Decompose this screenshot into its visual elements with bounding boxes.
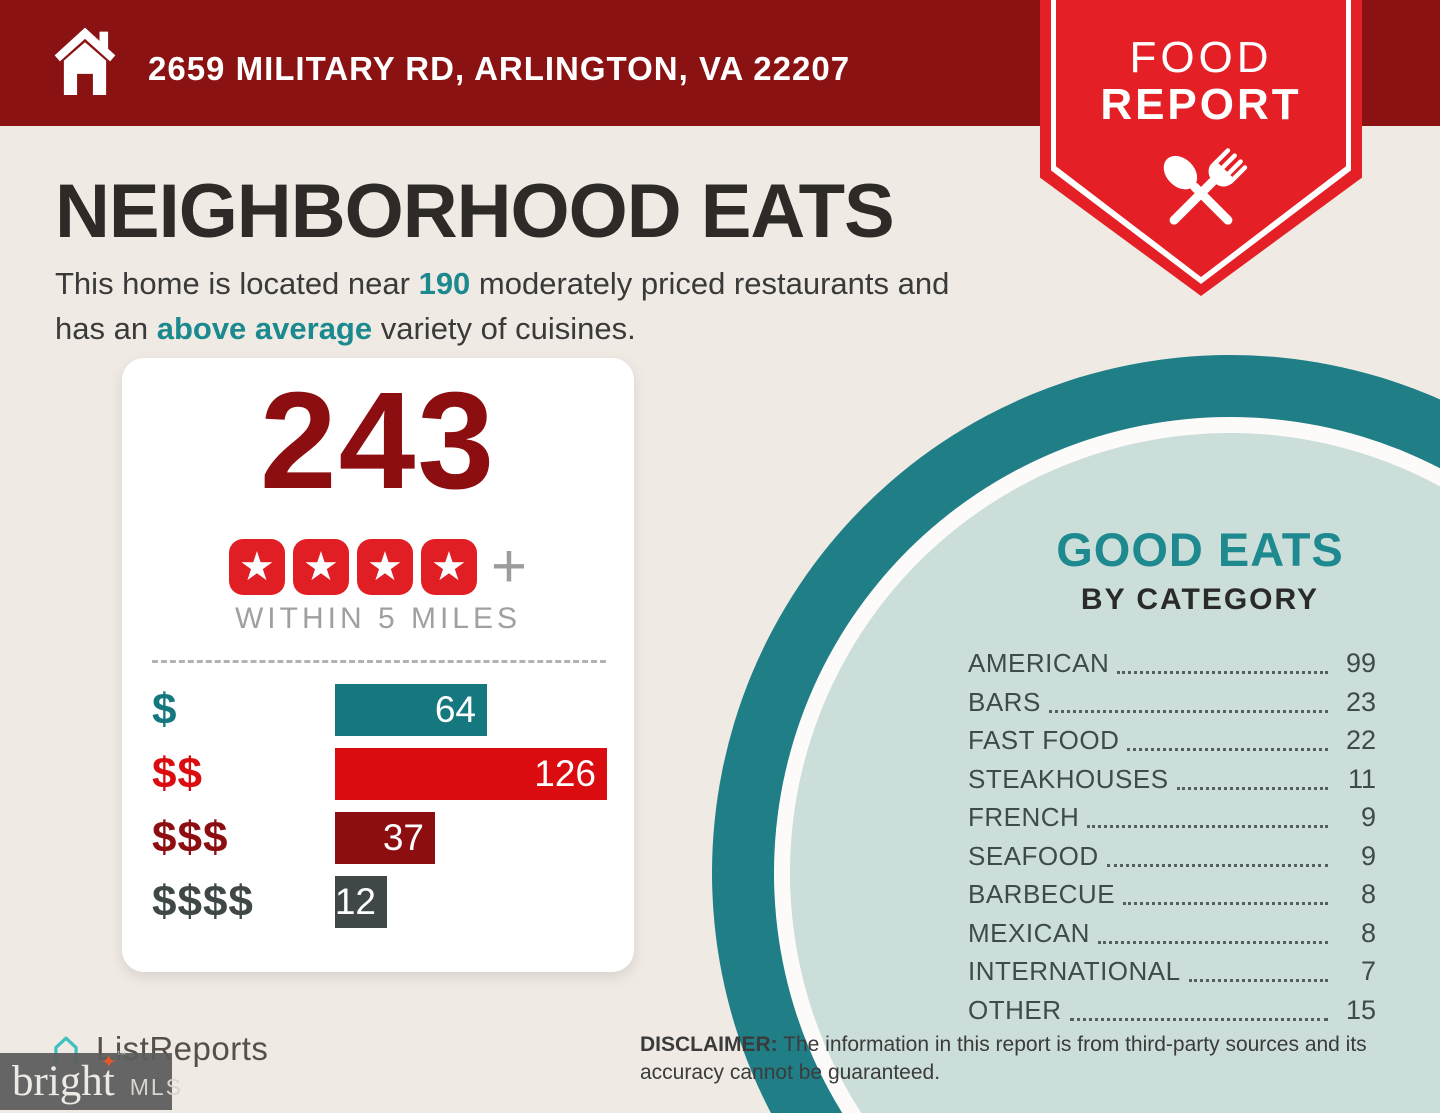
good-eats-section: GOOD EATS BY CATEGORY AMERICAN 99 BARS 23 FA… xyxy=(950,522,1440,1034)
price-tier-bar-chart: $64 $$ 126 $$$ 37 $$$$ 12 xyxy=(152,684,610,940)
trademark-symbol: ™ xyxy=(116,1049,126,1059)
dotted-leader xyxy=(1127,748,1328,751)
star-rating: ★ ★ ★ ★ + xyxy=(122,536,634,598)
category-row: FRENCH 9 xyxy=(968,802,1376,833)
dotted-leader xyxy=(1106,863,1328,867)
disclaimer: DISCLAIMER: The information in this repo… xyxy=(640,1031,1410,1088)
listreports-house-icon xyxy=(54,1036,78,1065)
dotted-leader xyxy=(1117,671,1328,674)
good-eats-title: GOOD EATS xyxy=(1056,523,1344,576)
category-value: 99 xyxy=(1345,648,1376,678)
bar: 64 xyxy=(335,684,487,736)
bar-row: $$$ 37 xyxy=(152,812,610,864)
subtitle-text: This home is located near xyxy=(55,266,419,301)
category-list: AMERICAN 99 BARS 23 FAST FOOD 22 STEAKHOUSES 11… xyxy=(968,648,1376,1026)
restaurant-count-highlight: 190 xyxy=(418,266,471,301)
category-label: OTHER xyxy=(968,994,1062,1025)
price-tier-label: $$ xyxy=(152,749,203,798)
category-label: BARS xyxy=(968,686,1041,717)
category-row: OTHER 15 xyxy=(968,994,1376,1026)
category-value: 15 xyxy=(1345,994,1376,1025)
dotted-leader xyxy=(1188,979,1328,982)
good-eats-subtitle: BY CATEGORY xyxy=(1080,583,1320,616)
category-row: STEAKHOUSES 11 xyxy=(968,763,1376,795)
page-title: NEIGHBORHOOD EATS xyxy=(55,169,895,254)
plus-icon: + xyxy=(490,532,528,601)
dashed-divider xyxy=(152,660,606,663)
restaurant-stats-card: 243 ★ ★ ★ ★ + WITHIN 5 MILES $64 $$ 126 $$$ 37 $$… xyxy=(122,358,634,972)
category-row: AMERICAN 99 xyxy=(968,648,1376,679)
category-label: STEAKHOUSES xyxy=(968,763,1169,794)
crossed-spoon-fork-icon xyxy=(1163,148,1248,225)
category-row: BARBECUE 8 xyxy=(968,879,1376,910)
dotted-leader xyxy=(1123,902,1328,905)
star-icon: ★ xyxy=(420,539,477,595)
bar: 37 xyxy=(335,812,435,864)
category-label: MEXICAN xyxy=(968,917,1090,948)
category-label: AMERICAN xyxy=(968,648,1110,678)
category-row: BARS 23 xyxy=(968,686,1376,718)
price-tier-label: $$$ xyxy=(152,813,229,862)
category-value: 11 xyxy=(1347,763,1376,794)
price-tier-label: $ xyxy=(152,685,178,734)
dotted-leader xyxy=(1087,825,1328,828)
bar-row: $$ 126 xyxy=(152,748,610,800)
badge-title-line2: REPORT xyxy=(1100,80,1302,129)
category-value: 8 xyxy=(1360,917,1376,948)
category-label: BARBECUE xyxy=(968,879,1116,909)
bright-mls-logo: bright ✦ ™ MLS xyxy=(0,1050,181,1110)
category-label: FAST FOOD xyxy=(968,725,1120,755)
bar-row: $64 xyxy=(152,684,610,736)
category-value: 22 xyxy=(1345,725,1376,755)
category-value: 9 xyxy=(1360,840,1376,871)
category-row: FAST FOOD 22 xyxy=(968,725,1376,756)
category-label: FRENCH xyxy=(968,802,1080,832)
star-icon: ★ xyxy=(228,539,285,595)
star-icon: ★ xyxy=(356,539,413,595)
subtitle-text: moderately priced restaurants and has an xyxy=(55,266,950,346)
category-label: SEAFOOD xyxy=(968,840,1099,871)
bar: 12 xyxy=(335,876,387,928)
dotted-leader xyxy=(1069,1017,1328,1021)
category-row: INTERNATIONAL 7 xyxy=(968,956,1376,987)
bar-row: $$$$ 12 xyxy=(152,876,610,928)
category-label: INTERNATIONAL xyxy=(968,956,1181,986)
variety-highlight: above average xyxy=(156,310,373,346)
bright-star-icon: ✦ xyxy=(100,1052,117,1073)
mls-text: MLS xyxy=(129,1074,184,1100)
category-row: MEXICAN 8 xyxy=(968,917,1376,949)
bar: 126 xyxy=(335,748,607,800)
price-tier-label: $$$$ xyxy=(152,877,254,926)
summary-sentence: This home is located near 190 moderately… xyxy=(55,262,1005,352)
bright-text: bright xyxy=(12,1058,115,1105)
category-value: 23 xyxy=(1345,686,1376,717)
home-icon xyxy=(54,27,116,95)
dotted-leader xyxy=(1176,786,1328,790)
category-value: 8 xyxy=(1360,879,1376,909)
radius-caption: WITHIN 5 MILES xyxy=(234,602,522,635)
subtitle-text: variety of cuisines. xyxy=(372,310,636,346)
property-address: 2659 MILITARY RD, ARLINGTON, VA 22207 xyxy=(148,50,851,87)
star-icon: ★ xyxy=(292,539,349,595)
badge-title-line1: FOOD xyxy=(1129,33,1273,82)
total-restaurant-count: 243 xyxy=(259,364,497,518)
disclaimer-text: The information in this report is from t… xyxy=(640,1033,1367,1085)
food-report-badge: FOOD REPORT xyxy=(1040,0,1362,296)
dotted-leader xyxy=(1097,940,1328,944)
category-row: SEAFOOD 9 xyxy=(968,840,1376,872)
bright-wordmark: bright ✦ ™ xyxy=(12,1050,126,1105)
category-value: 7 xyxy=(1360,956,1376,986)
disclaimer-label: DISCLAIMER: xyxy=(640,1033,778,1056)
category-value: 9 xyxy=(1360,802,1376,832)
dotted-leader xyxy=(1048,709,1328,713)
